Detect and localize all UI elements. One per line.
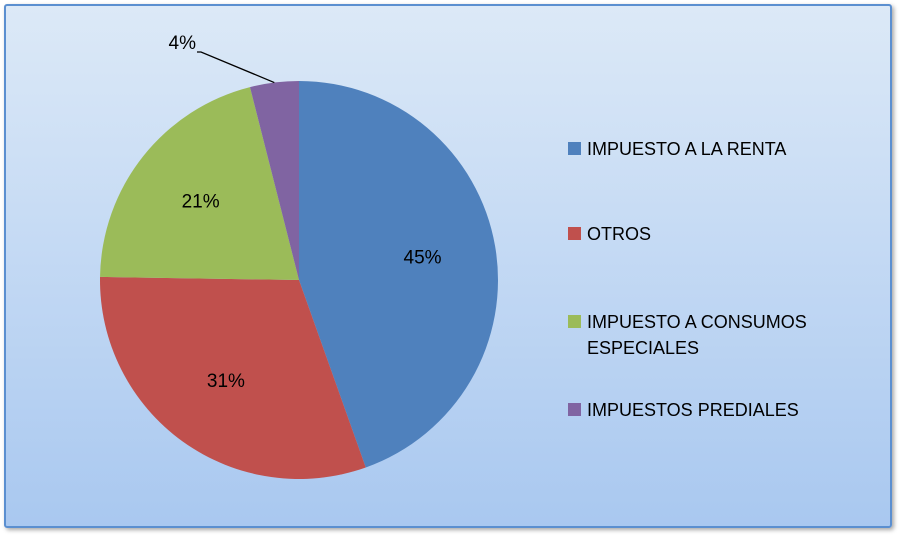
legend-item: OTROS	[568, 221, 868, 247]
legend-label: OTROS	[587, 224, 652, 244]
legend-label: IMPUESTO A LA RENTA	[587, 139, 787, 159]
legend-item: IMPUESTO A CONSUMOS ESPECIALES	[568, 309, 868, 361]
pie-slice	[249, 81, 299, 280]
legend-label: IMPUESTO A CONSUMOS ESPECIALES	[587, 312, 807, 358]
legend-label: IMPUESTOS PREDIALES	[587, 400, 799, 420]
legend-swatch	[568, 227, 581, 240]
legend-swatch	[568, 142, 581, 155]
data-label: 21%	[182, 191, 220, 212]
legend-swatch	[568, 403, 581, 416]
data-label: 45%	[404, 248, 442, 269]
data-label: 4%	[169, 33, 197, 54]
pie-slice	[100, 87, 299, 281]
leader-line	[197, 51, 275, 84]
legend-item: IMPUESTO A LA RENTA	[568, 136, 868, 162]
pie-slice	[299, 81, 498, 468]
legend-swatch	[568, 315, 581, 328]
data-label: 31%	[207, 371, 245, 392]
legend-item: IMPUESTOS PREDIALES	[568, 397, 868, 423]
pie-slice	[100, 276, 366, 479]
